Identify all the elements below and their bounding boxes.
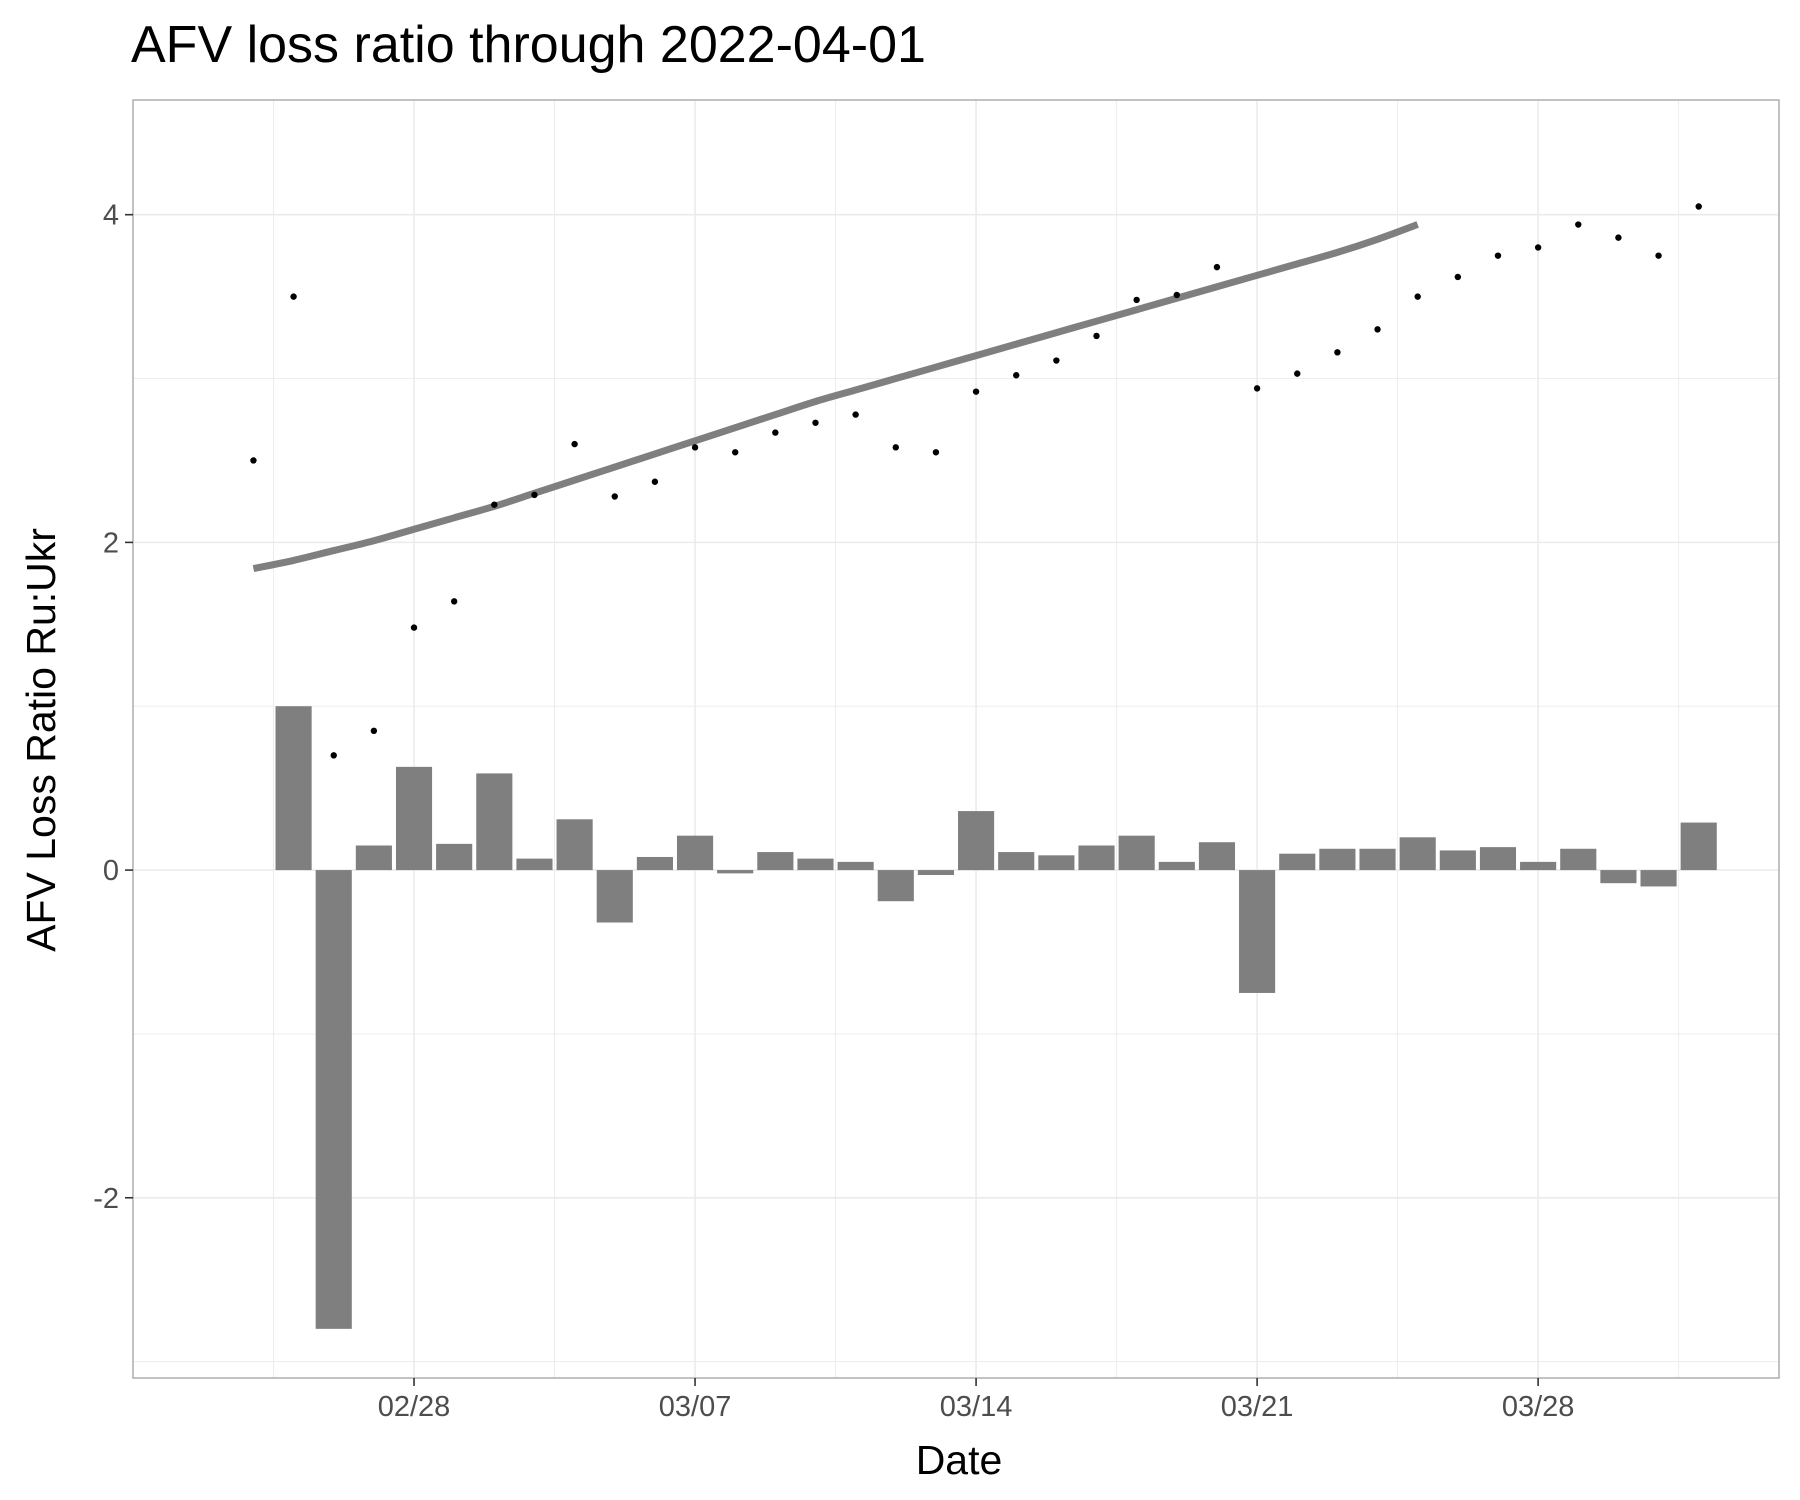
y-tick-label: 4	[103, 200, 119, 232]
data-point	[290, 293, 297, 300]
data-point	[491, 501, 498, 508]
bar	[676, 835, 714, 871]
x-tick-label: 03/21	[1221, 1391, 1294, 1423]
data-point	[852, 411, 859, 418]
data-point	[932, 449, 940, 456]
data-point	[370, 727, 378, 735]
data-point	[1133, 296, 1140, 304]
data-point	[1534, 244, 1542, 251]
bar	[1399, 837, 1436, 871]
bar	[1239, 870, 1276, 993]
data-point	[1334, 349, 1341, 356]
data-point	[410, 624, 418, 631]
bar	[1158, 861, 1195, 871]
bar	[1279, 853, 1316, 871]
bar	[395, 766, 433, 871]
data-point	[1575, 221, 1582, 228]
bar	[998, 852, 1035, 871]
x-tick-label: 03/14	[940, 1391, 1013, 1423]
bar	[1640, 870, 1677, 887]
data-point	[1173, 291, 1181, 299]
bar	[636, 856, 673, 871]
data-point	[772, 429, 779, 436]
bar	[436, 843, 473, 871]
data-point	[1414, 293, 1421, 300]
data-point	[571, 440, 578, 448]
chart-title: AFV loss ratio through 2022-04-01	[131, 16, 926, 74]
bar	[596, 870, 633, 923]
trend-line	[252, 221, 1419, 573]
bar	[1359, 848, 1396, 871]
bar	[1520, 861, 1557, 871]
data-point	[691, 444, 699, 451]
bar	[1680, 822, 1717, 871]
axis-ticks: 02/28 03/07 03/14 03/21 03/28 -2 0 2 4	[93, 200, 1574, 1423]
bar	[516, 858, 553, 871]
bar	[797, 858, 834, 871]
bar	[837, 861, 874, 871]
bar	[315, 870, 352, 1329]
bar	[1198, 842, 1236, 871]
data-point	[1294, 370, 1301, 377]
bar	[1560, 848, 1597, 871]
data-point	[1615, 234, 1622, 241]
x-tick-label: 03/28	[1502, 1391, 1575, 1423]
grid	[133, 100, 1779, 1378]
y-tick-label: 2	[103, 527, 119, 559]
bar	[717, 870, 754, 874]
data-point	[1374, 326, 1381, 333]
data-point	[531, 491, 538, 499]
bar	[1038, 855, 1075, 871]
data-point	[1093, 332, 1100, 340]
data-point	[1454, 273, 1462, 281]
trend-line-series	[252, 221, 1419, 573]
bar	[958, 811, 995, 871]
plot-panel-border	[132, 99, 1780, 1379]
y-tick-label: 0	[103, 855, 119, 887]
bar	[1600, 870, 1637, 884]
data-point	[812, 419, 819, 426]
bar	[275, 706, 312, 871]
y-tick-label: -2	[93, 1183, 119, 1215]
bar	[355, 845, 392, 871]
data-point	[1013, 372, 1020, 379]
data-point	[651, 478, 659, 485]
data-point	[1213, 263, 1221, 271]
data-point	[1053, 357, 1060, 364]
bar-series	[275, 706, 1717, 1329]
bar	[1319, 848, 1356, 871]
bar	[877, 870, 914, 902]
bar	[917, 870, 954, 875]
data-point	[1655, 252, 1662, 259]
data-point	[892, 444, 899, 451]
bar	[1439, 850, 1476, 871]
data-point	[972, 388, 980, 395]
bar	[556, 819, 593, 871]
data-point	[1253, 385, 1261, 392]
data-point	[330, 752, 337, 759]
x-tick-label: 02/28	[378, 1391, 451, 1423]
data-point	[1494, 252, 1502, 259]
data-point	[250, 457, 257, 464]
bar	[1078, 845, 1115, 871]
point-series	[250, 203, 1702, 759]
x-axis-title: Date	[916, 1437, 1003, 1483]
data-point	[611, 493, 618, 500]
data-point	[450, 598, 458, 605]
data-point	[1695, 203, 1702, 210]
y-axis-title: AFV Loss Ratio Ru:Ukr	[18, 528, 64, 952]
data-point	[731, 449, 739, 456]
bar	[1118, 835, 1155, 871]
bar	[476, 773, 513, 871]
bar	[757, 852, 794, 871]
x-tick-label: 03/07	[659, 1391, 732, 1423]
bar	[1479, 847, 1517, 871]
